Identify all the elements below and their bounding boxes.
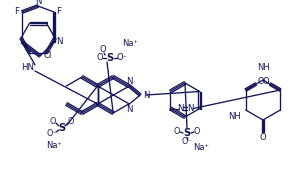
Text: O: O	[50, 116, 56, 126]
Text: S: S	[59, 123, 66, 133]
Text: F: F	[14, 6, 19, 16]
Text: Na⁺: Na⁺	[122, 40, 138, 49]
Text: N: N	[126, 76, 133, 86]
Text: HN: HN	[22, 63, 34, 73]
Text: F: F	[56, 6, 62, 16]
Text: N: N	[56, 37, 62, 47]
Text: S: S	[107, 53, 114, 63]
Text: N: N	[177, 104, 184, 113]
Text: O: O	[194, 127, 200, 135]
Text: O: O	[100, 45, 106, 55]
Text: N: N	[187, 104, 193, 113]
Text: Na⁺: Na⁺	[46, 141, 62, 150]
Text: N: N	[126, 104, 133, 114]
Text: Na⁺: Na⁺	[193, 142, 209, 152]
Text: O⁻: O⁻	[182, 137, 192, 147]
Text: NH: NH	[257, 62, 270, 71]
Text: O: O	[174, 127, 180, 135]
Text: S: S	[184, 128, 191, 138]
Text: O: O	[257, 77, 264, 86]
Text: NH: NH	[228, 112, 241, 121]
Text: N: N	[35, 0, 41, 5]
Text: O: O	[262, 77, 269, 86]
Text: O: O	[68, 116, 74, 126]
Text: N: N	[143, 90, 149, 100]
Text: O⁻: O⁻	[116, 54, 128, 62]
Text: O: O	[260, 133, 266, 141]
Text: Cl: Cl	[44, 51, 52, 61]
Text: O⁻: O⁻	[47, 129, 57, 139]
Text: O: O	[97, 54, 103, 62]
